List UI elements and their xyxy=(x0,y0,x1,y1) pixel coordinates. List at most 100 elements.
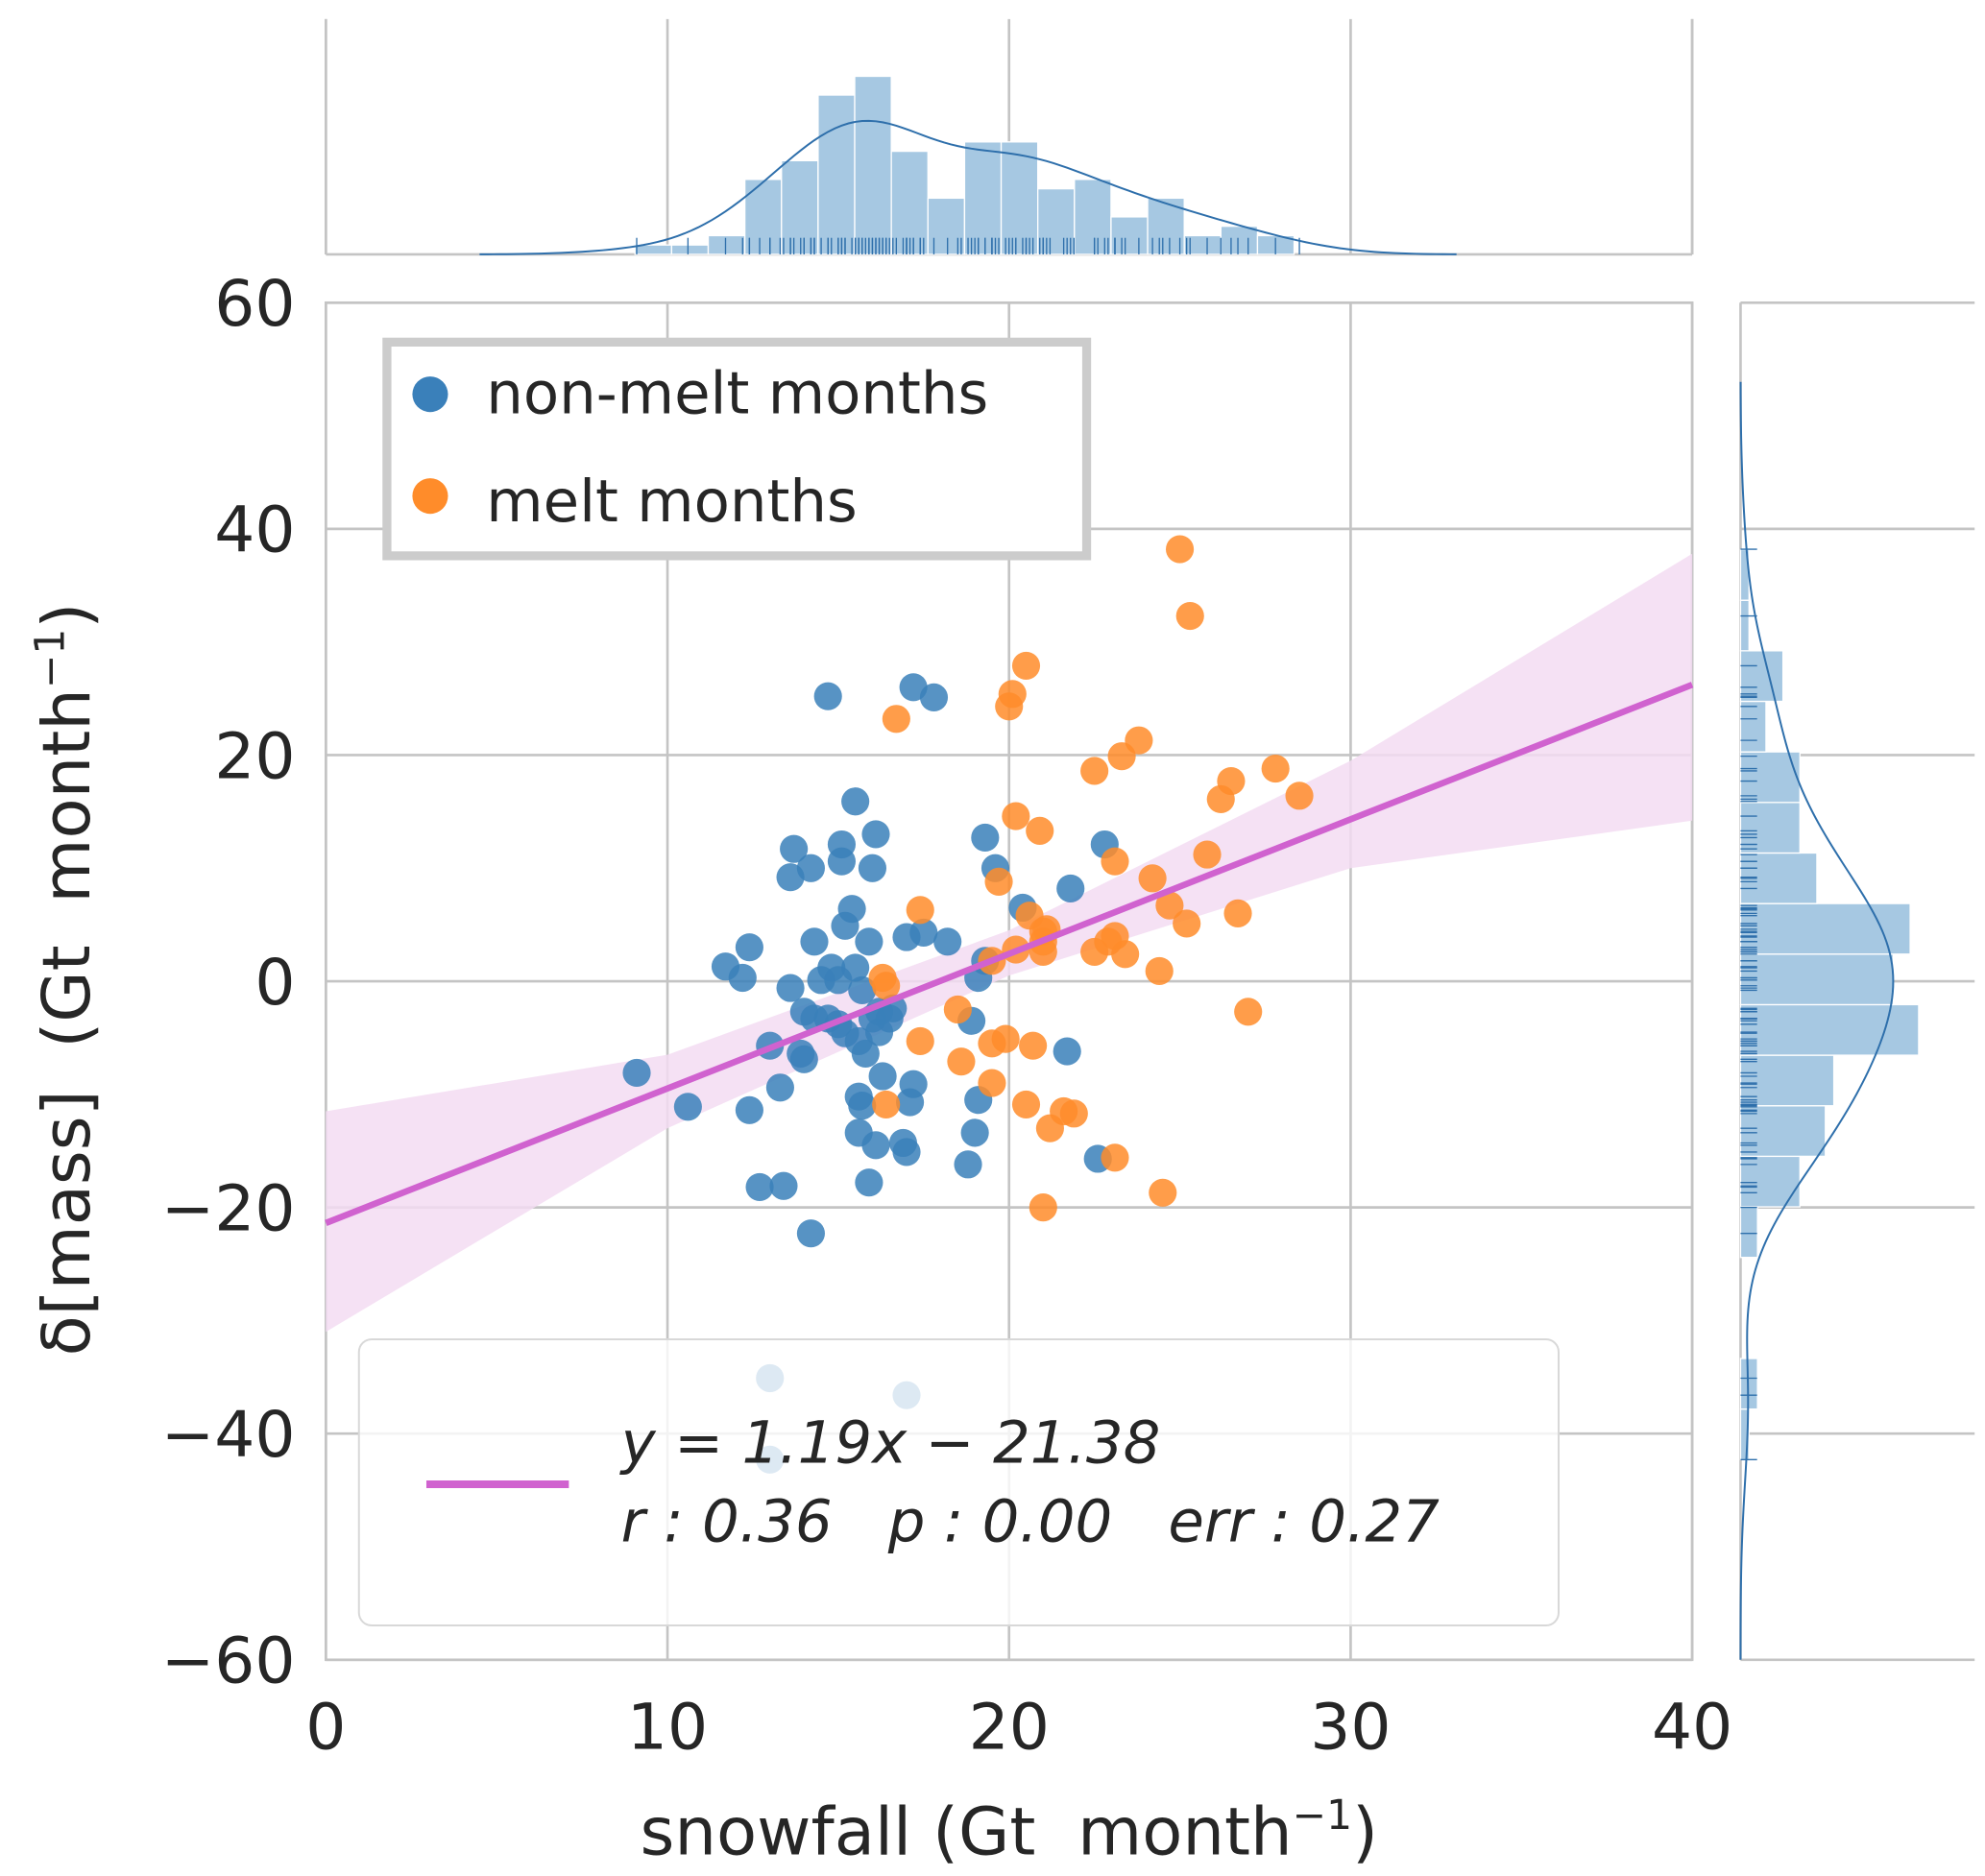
x-tick-label: 20 xyxy=(969,1691,1050,1765)
point-non-melt xyxy=(728,963,757,993)
x-axis-label-sup: −1 xyxy=(1293,1792,1352,1839)
y-histogram-bar xyxy=(1739,650,1784,703)
point-non-melt xyxy=(776,974,805,1002)
x-histogram-bar xyxy=(1074,179,1112,255)
y-histogram-bar xyxy=(1739,953,1895,1006)
point-melt xyxy=(1223,899,1252,927)
point-melt xyxy=(1206,784,1235,813)
point-melt xyxy=(1011,651,1041,680)
point-melt xyxy=(1285,782,1314,810)
point-melt xyxy=(1155,891,1184,920)
x-histogram-bar xyxy=(1220,226,1259,255)
point-non-melt xyxy=(1053,1037,1081,1066)
x-histogram-bar xyxy=(854,75,892,255)
point-non-melt xyxy=(848,975,877,1005)
x-tick-label: 40 xyxy=(1652,1691,1732,1765)
point-non-melt xyxy=(971,823,1000,853)
point-non-melt xyxy=(954,1150,982,1179)
right-marginal-histogram xyxy=(1739,301,1975,1662)
y-histogram-bar xyxy=(1739,599,1750,652)
point-non-melt xyxy=(800,927,829,956)
y-histogram-bar xyxy=(1739,1003,1920,1056)
y-histogram-bar xyxy=(1739,1054,1835,1107)
fit-equation: y = 1.19x − 21.38 xyxy=(619,1408,1161,1477)
point-non-melt xyxy=(861,820,890,849)
point-non-melt xyxy=(899,1070,928,1098)
y-kde-curve xyxy=(1739,381,1895,1660)
y-tick-label: −20 xyxy=(161,1171,296,1245)
point-non-melt xyxy=(861,1131,890,1160)
point-non-melt xyxy=(787,1039,815,1069)
legend: non-melt months melt months xyxy=(382,337,1092,561)
fit-legend: y = 1.19x − 21.38 r : 0.36 p : 0.00 err … xyxy=(357,1337,1561,1627)
point-non-melt xyxy=(735,1095,763,1124)
x-axis-label: snowfall (Gt month−1) xyxy=(640,1792,1378,1870)
x-histogram-bar xyxy=(817,94,856,255)
y-tick-label: 0 xyxy=(254,946,295,1020)
point-melt xyxy=(1011,1090,1041,1119)
x-histogram-bar xyxy=(743,179,783,255)
point-non-melt xyxy=(960,1118,989,1147)
x-tick-label: 30 xyxy=(1310,1691,1391,1765)
point-non-melt xyxy=(858,854,887,882)
y-tick-label: 60 xyxy=(214,267,295,341)
point-melt xyxy=(1149,1178,1177,1207)
x-histogram-bar xyxy=(963,141,1003,255)
point-non-melt xyxy=(892,1138,921,1166)
point-melt xyxy=(1107,742,1136,771)
point-melt xyxy=(1035,1114,1064,1142)
point-melt xyxy=(1138,864,1167,893)
y-tick-label: −40 xyxy=(161,1398,296,1472)
y-tick-label: −60 xyxy=(161,1624,296,1698)
legend-marker-melt xyxy=(412,478,448,515)
point-melt xyxy=(906,896,934,925)
point-non-melt xyxy=(745,1172,774,1201)
point-melt xyxy=(1145,956,1174,986)
point-melt xyxy=(1175,602,1204,631)
y-histogram-bar xyxy=(1739,1358,1758,1410)
point-melt xyxy=(1173,909,1201,938)
legend-label-melt: melt months xyxy=(486,468,857,536)
point-non-melt xyxy=(622,1058,651,1088)
y-tick-label: 40 xyxy=(214,493,295,567)
y-histogram-bar xyxy=(1739,902,1911,955)
point-non-melt xyxy=(933,927,962,956)
y-axis-label-sup: −1 xyxy=(26,629,73,688)
point-melt xyxy=(906,1026,934,1056)
y-histogram-bar xyxy=(1739,1206,1758,1259)
y-tick-label: 20 xyxy=(214,719,295,793)
point-melt xyxy=(1026,816,1054,845)
point-non-melt xyxy=(769,1171,798,1200)
x-axis-label-end: ) xyxy=(1352,1793,1378,1870)
point-non-melt xyxy=(765,1073,794,1102)
point-melt xyxy=(984,867,1013,896)
point-non-melt xyxy=(796,854,825,882)
y-histogram-bar xyxy=(1739,802,1801,854)
x-histogram-bar xyxy=(670,244,710,255)
point-melt xyxy=(1019,1031,1048,1060)
point-non-melt xyxy=(919,683,949,711)
tick-labels: 0 10 20 30 40 −60 −40 −20 0 20 40 60 xyxy=(161,267,1732,1764)
legend-box xyxy=(382,337,1092,561)
regression-line xyxy=(325,682,1694,1226)
fit-stats: r : 0.36 p : 0.00 err : 0.27 xyxy=(621,1488,1440,1556)
top-marginal-histogram xyxy=(325,18,1694,256)
point-melt xyxy=(1101,1143,1129,1172)
point-melt xyxy=(1002,802,1030,830)
point-non-melt xyxy=(851,1039,880,1069)
point-non-melt xyxy=(796,1219,825,1248)
point-melt xyxy=(1029,1193,1057,1222)
point-melt xyxy=(872,1090,901,1119)
point-non-melt xyxy=(735,933,763,962)
point-melt xyxy=(1234,998,1263,1026)
y-axis-label-end: ) xyxy=(29,603,106,629)
point-melt xyxy=(991,1024,1020,1053)
fit-legend-box xyxy=(357,1337,1561,1627)
point-non-melt xyxy=(848,1092,877,1120)
legend-label-non-melt: non-melt months xyxy=(486,360,988,428)
point-non-melt xyxy=(673,1093,702,1121)
point-melt xyxy=(1101,847,1129,876)
point-melt xyxy=(1261,755,1290,783)
point-melt xyxy=(947,1047,976,1076)
legend-marker-non-melt xyxy=(412,376,448,413)
